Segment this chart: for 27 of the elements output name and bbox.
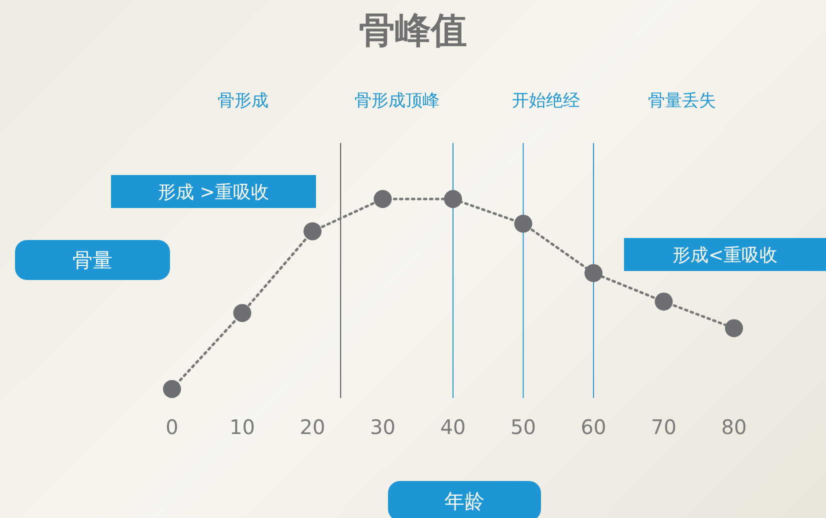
point xyxy=(233,304,252,322)
point xyxy=(374,190,392,208)
x-tick-label: 80 xyxy=(721,415,747,439)
point xyxy=(514,214,532,233)
x-tick-label: 10 xyxy=(230,415,255,439)
chart-title: 骨峰值 xyxy=(359,10,467,52)
point xyxy=(725,319,743,338)
callout-box: 形成<重吸收 xyxy=(624,238,826,271)
text: 开始绝经 xyxy=(511,90,581,112)
point xyxy=(444,190,462,208)
point xyxy=(654,292,673,311)
x-tick-label: 40 xyxy=(440,415,466,439)
x-tick-label: 50 xyxy=(510,415,536,439)
callout-box: 形成 >重吸收 xyxy=(111,175,316,208)
x-tick-label: 0 xyxy=(166,415,178,439)
text: 骨量丢失 xyxy=(647,90,717,112)
x-tick-label: 60 xyxy=(580,415,606,439)
point xyxy=(163,380,181,398)
point xyxy=(304,222,322,240)
x-tick-label: 20 xyxy=(300,415,326,439)
text: 骨形成 xyxy=(216,90,270,112)
x-tick-label: 70 xyxy=(651,415,676,439)
text: 骨形成顶峰 xyxy=(354,90,440,112)
x-tick-label: 30 xyxy=(370,415,396,439)
point xyxy=(584,264,602,282)
label-pill: 年龄 xyxy=(388,481,541,518)
label-pill: 骨量 xyxy=(15,240,170,280)
